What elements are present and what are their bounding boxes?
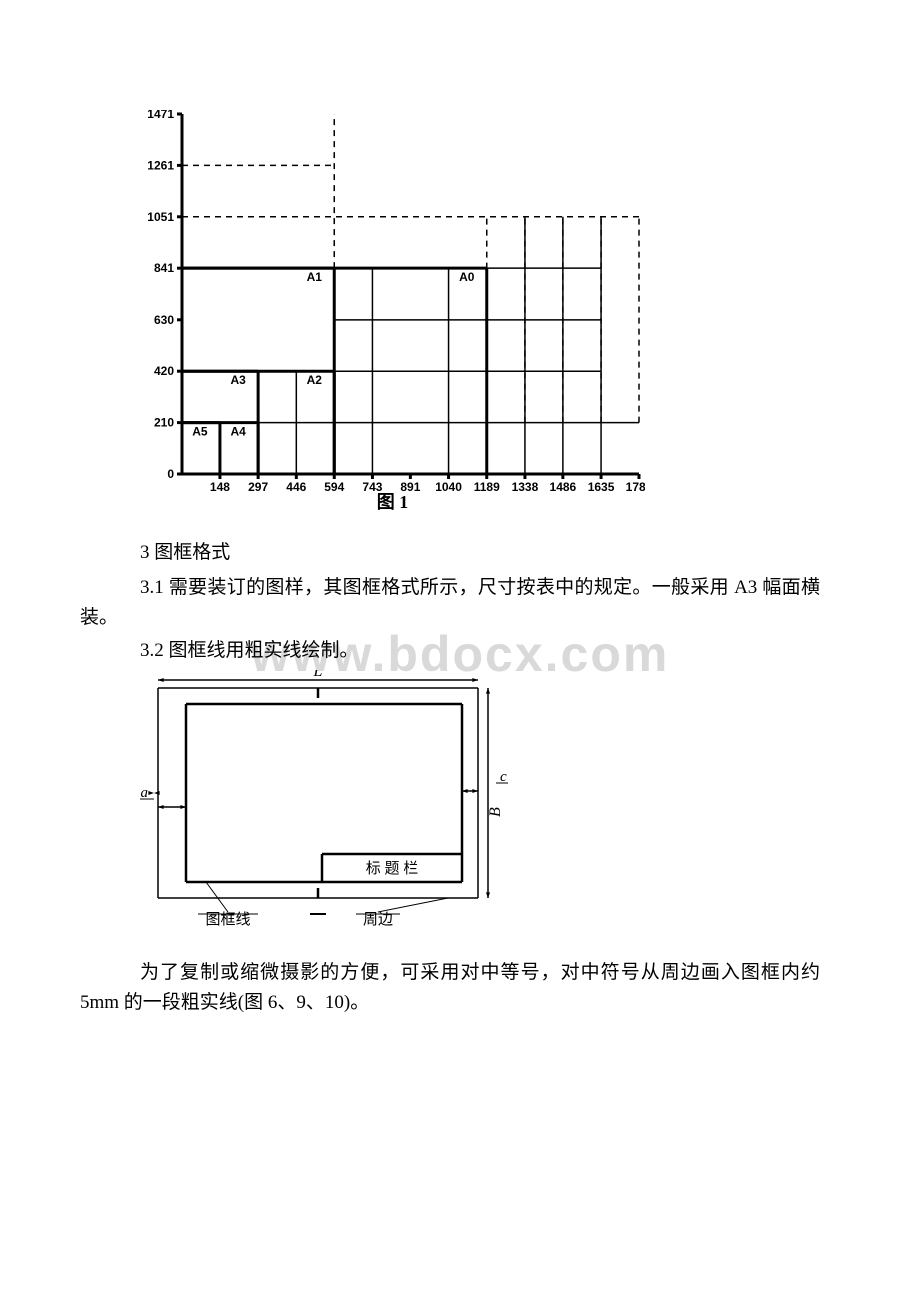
svg-text:148: 148 [210,480,230,494]
svg-text:210: 210 [154,416,174,430]
svg-text:A4: A4 [230,425,246,439]
paragraph-3-1: 3.1 需要装订的图样，其图框格式所示，尺寸按表中的规定。一般采用 A3 幅面横… [80,573,820,634]
svg-text:L: L [313,670,323,680]
svg-text:1471: 1471 [147,110,174,121]
svg-text:1635: 1635 [588,480,615,494]
svg-text:1189: 1189 [474,480,500,494]
svg-text:0: 0 [167,467,174,481]
svg-text:297: 297 [248,480,268,494]
svg-text:A1: A1 [307,270,323,284]
figure-1: 0210420630841105112611471148297446594743… [140,110,645,510]
paragraph-3-2: 3.2 图框线用粗实线绘制。 [140,636,800,666]
svg-text:A2: A2 [307,373,323,387]
svg-text:1338: 1338 [512,480,539,494]
svg-text:630: 630 [154,313,174,327]
svg-text:1040: 1040 [435,480,462,494]
page: www.bdocx.com 02104206308411051126114711… [0,0,920,1302]
svg-text:1051: 1051 [147,210,174,224]
svg-text:1261: 1261 [147,158,174,172]
paragraph-centering-mark: 为了复制或缩微摄影的方便，可采用对中等号，对中符号从周边画入图框内约 5mm 的… [80,958,820,1019]
section-3-heading: 3 图框格式 [140,538,800,568]
svg-text:图 1: 图 1 [377,492,409,510]
svg-text:1783: 1783 [626,480,645,494]
svg-text:841: 841 [154,261,174,275]
svg-text:446: 446 [286,480,306,494]
svg-text:A5: A5 [192,425,208,439]
svg-text:A0: A0 [459,270,475,284]
figure-frame-diagram: 标 题 栏LacB图框线周边 [138,670,558,970]
svg-text:1486: 1486 [550,480,577,494]
svg-text:A3: A3 [230,373,246,387]
svg-text:594: 594 [324,480,344,494]
svg-text:420: 420 [154,364,174,378]
svg-text:标 题 栏: 标 题 栏 [366,860,419,877]
svg-text:B: B [487,807,504,817]
